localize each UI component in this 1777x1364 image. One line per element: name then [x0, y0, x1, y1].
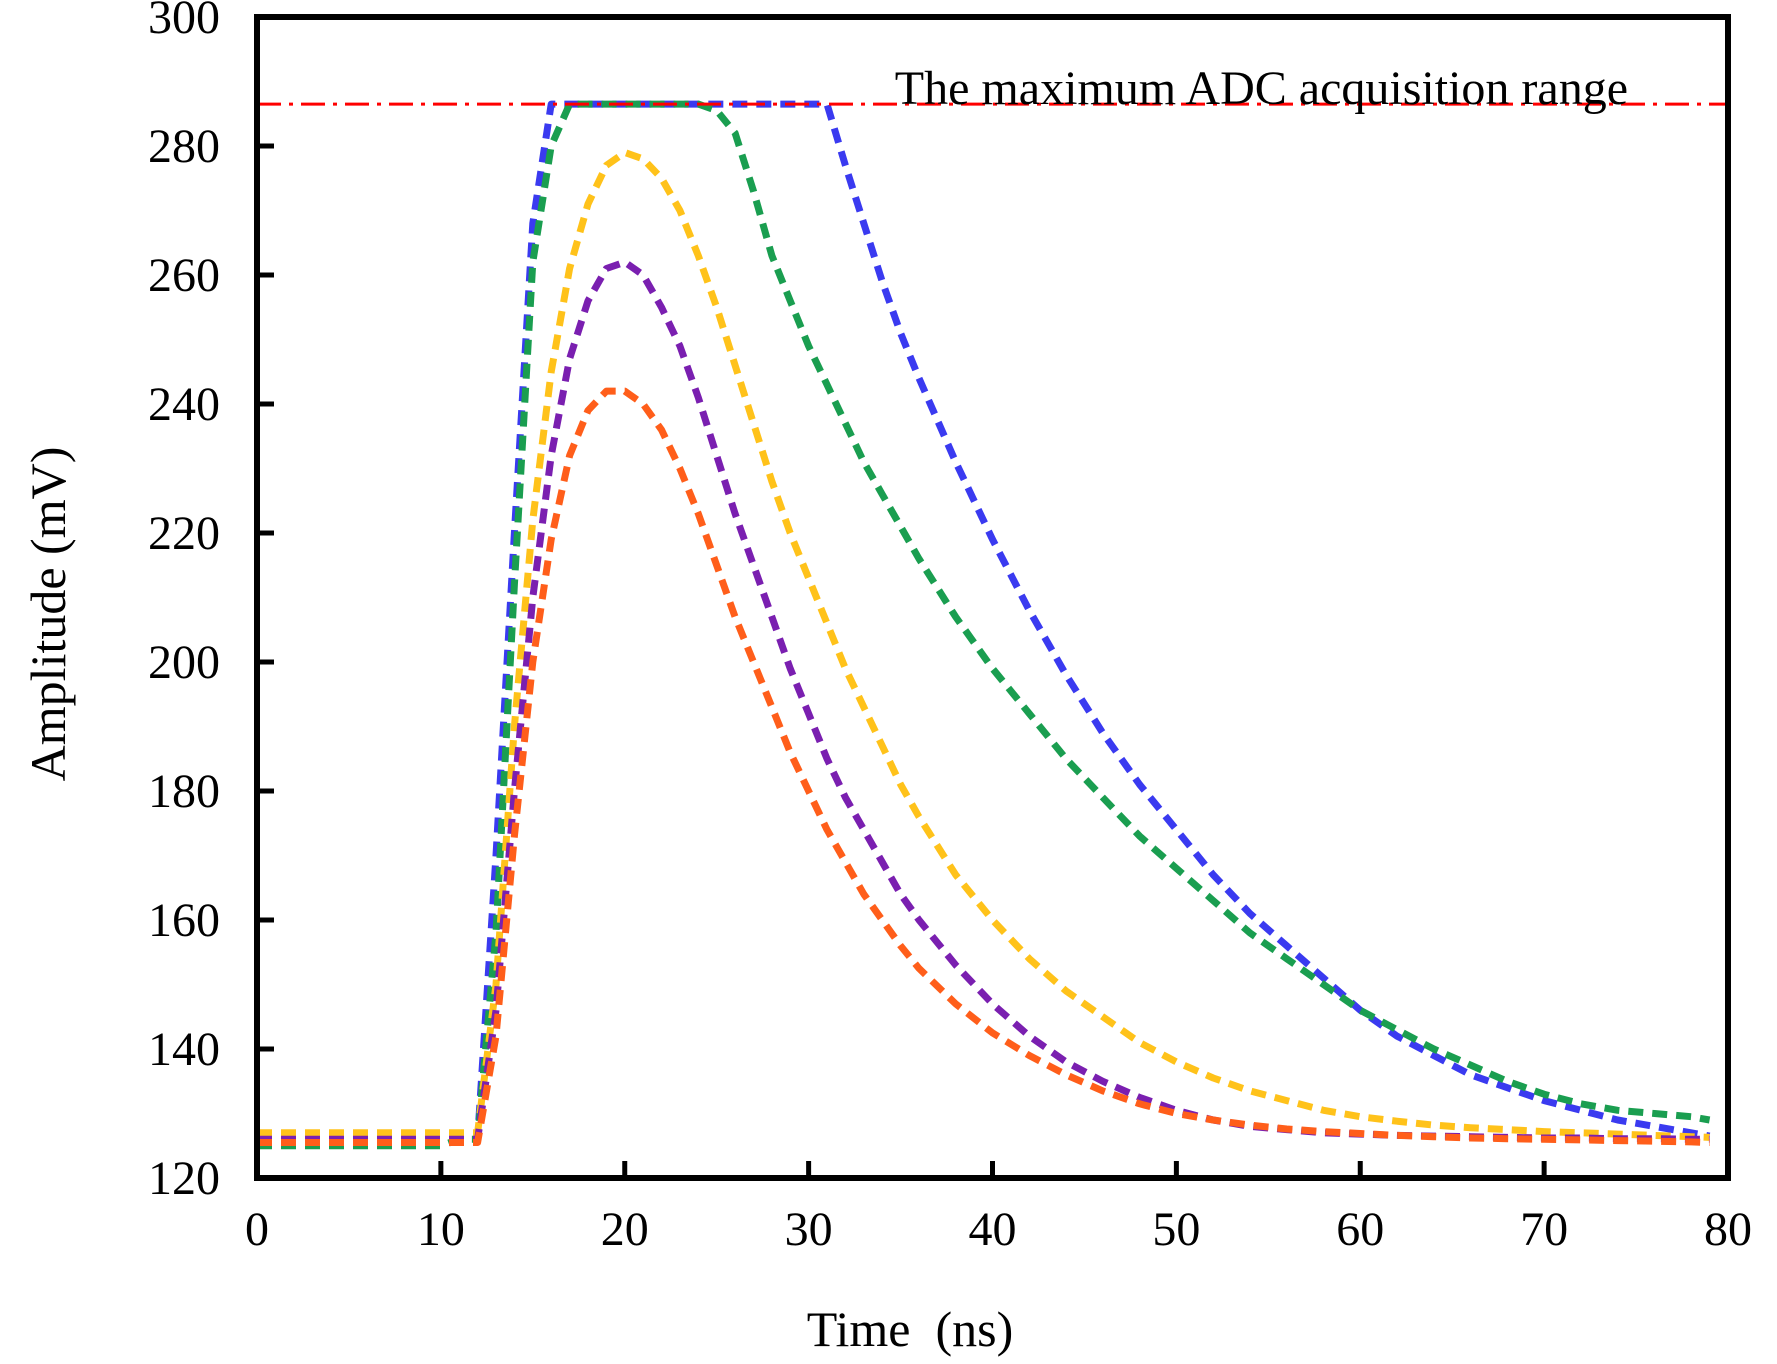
series-line-green: [257, 100, 1711, 1150]
x-tick-label: 70: [1520, 1203, 1568, 1256]
x-tick-label: 30: [785, 1203, 833, 1256]
y-tick-label: 260: [148, 249, 220, 302]
x-tick-label: 20: [601, 1203, 649, 1256]
x-axis-ticks: 0 10 20 30 40 50 60 70 80: [245, 1161, 1752, 1256]
y-tick-label: 280: [148, 120, 220, 173]
y-axis-title: Amplitude (mV): [20, 447, 76, 782]
y-tick-label: 160: [148, 894, 220, 947]
x-tick-label: 40: [969, 1203, 1017, 1256]
x-tick-label: 0: [245, 1203, 269, 1256]
y-axis-ticks: 120 140 160 180 200 220 240 260 280 300: [148, 0, 274, 1205]
y-tick-label: 200: [148, 636, 220, 689]
y-tick-label: 180: [148, 765, 220, 818]
adc-range-annotation: The maximum ADC acquisition range: [895, 62, 1628, 115]
y-tick-label: 140: [148, 1023, 220, 1076]
y-tick-label: 220: [148, 507, 220, 560]
x-tick-label: 50: [1152, 1203, 1200, 1256]
y-tick-label: 120: [148, 1152, 220, 1205]
x-tick-label: 80: [1704, 1203, 1752, 1256]
series-layer: [257, 100, 1711, 1150]
series-line-yellow: [257, 149, 1710, 1141]
x-axis-title: Time (ns): [807, 1301, 1014, 1357]
x-tick-label: 10: [417, 1203, 465, 1256]
y-tick-label: 300: [148, 0, 220, 44]
series-line-orange: [257, 387, 1710, 1146]
y-tick-label: 240: [148, 378, 220, 431]
x-tick-label: 60: [1336, 1203, 1384, 1256]
